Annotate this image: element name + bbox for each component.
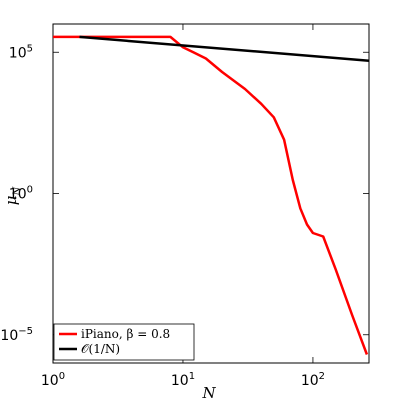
y-axis-label-subscript: N xyxy=(12,186,23,197)
svg-text:μN: μN xyxy=(2,186,23,206)
y-tick-label: 10−5 xyxy=(0,326,33,344)
y-tick-label: 100 xyxy=(9,185,33,203)
series-line-bound xyxy=(79,35,370,63)
series-layer xyxy=(53,35,370,355)
series-line-ipiano xyxy=(53,35,369,355)
y-tick-label: 105 xyxy=(9,43,33,61)
y-axis-label: μ xyxy=(2,196,20,206)
legend-label-bound: 𝒪(1/N) xyxy=(81,342,120,356)
x-tick-label: 100 xyxy=(41,371,65,389)
legend-label-ipiano: iPiano, β = 0.8 xyxy=(81,327,170,341)
plot-area xyxy=(52,23,370,364)
y-axis-label-group: μN xyxy=(2,186,23,206)
x-tick-label: 102 xyxy=(301,371,325,389)
legend-box xyxy=(53,323,195,361)
x-axis: 100 101 102 xyxy=(41,24,325,389)
x-tick-label: 101 xyxy=(171,371,195,389)
x-axis-label: N xyxy=(201,384,216,402)
legend: iPiano, β = 0.8 𝒪(1/N) xyxy=(53,323,195,361)
